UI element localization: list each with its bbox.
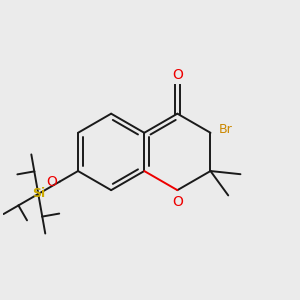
Text: O: O xyxy=(173,195,184,209)
Text: O: O xyxy=(172,68,183,82)
Text: Br: Br xyxy=(218,123,232,136)
Text: Si: Si xyxy=(32,188,45,200)
Text: O: O xyxy=(46,175,57,188)
